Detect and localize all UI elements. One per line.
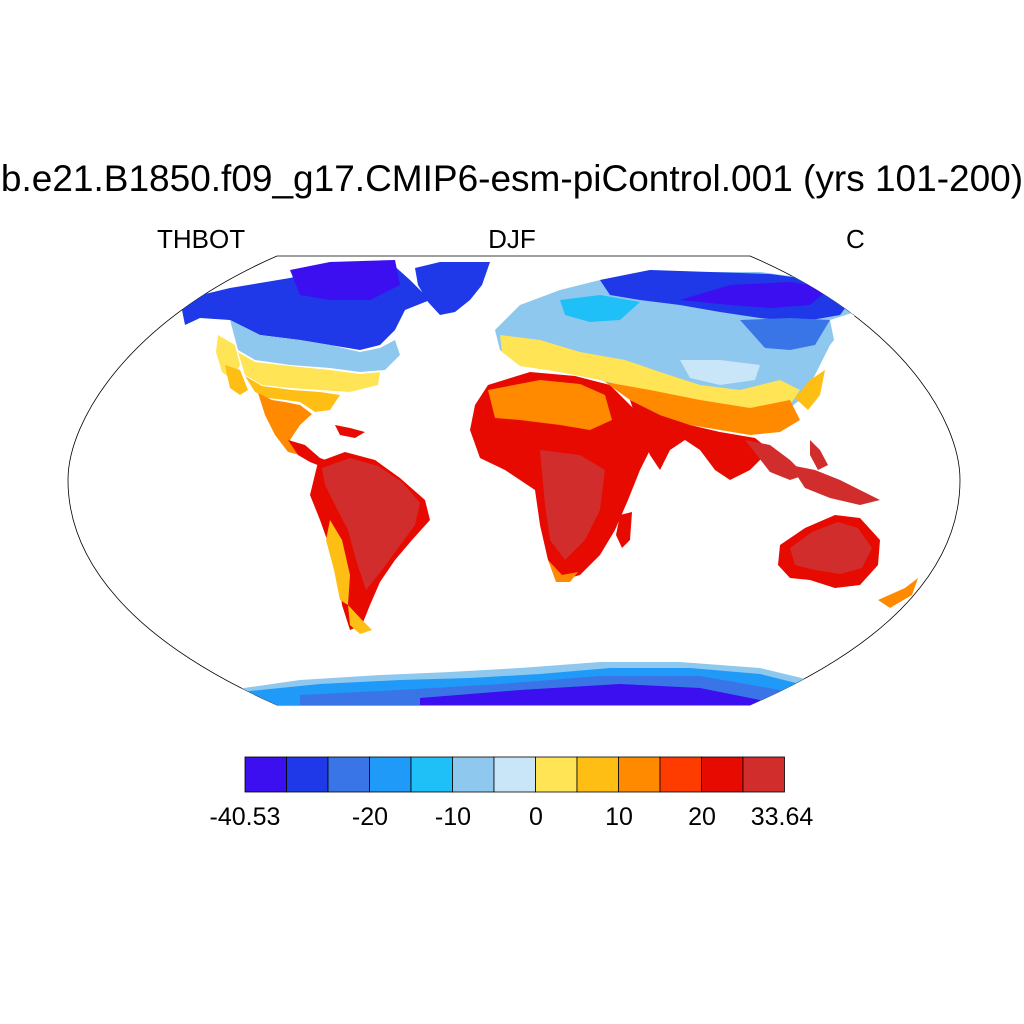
antarctica [220, 662, 830, 705]
colorbar-box [701, 756, 744, 793]
eurasia [495, 270, 860, 480]
colorbar-tick-label: 10 [605, 803, 633, 831]
colorbar-box [618, 756, 661, 793]
plot-title: b.e21.B1850.f09_g17.CMIP6-esm-piControl.… [0, 158, 1024, 199]
colorbar-box [369, 756, 412, 793]
africa [470, 372, 655, 582]
colorbar-box [410, 756, 453, 793]
season-label: DJF [488, 224, 536, 254]
greenland [415, 262, 490, 315]
colorbar-box [742, 756, 785, 793]
colorbar-box [327, 756, 370, 793]
colorbar-box [244, 756, 287, 793]
colorbar-boxes [244, 756, 785, 793]
colorbar-box [576, 756, 619, 793]
colorbar-tick-labels: -40.53 -20 -10 0 10 20 33.64 [210, 803, 814, 831]
south-america [310, 452, 430, 634]
colorbar-box [452, 756, 495, 793]
colorbar-box [493, 756, 536, 793]
maritime-asia [790, 440, 880, 505]
colorbar-box [535, 756, 578, 793]
colorbar-tick-label: -20 [352, 803, 388, 831]
units-label: C [846, 224, 865, 254]
colorbar-tick-label: -40.53 [210, 803, 281, 831]
colorbar-tick-label: 20 [688, 803, 716, 831]
australia [778, 515, 918, 608]
colorbar-box [659, 756, 702, 793]
north-america [180, 260, 430, 470]
colorbar-tick-label: -10 [435, 803, 471, 831]
colorbar-box [286, 756, 329, 793]
variable-label: THBOT [157, 224, 246, 254]
colorbar-tick-label: 33.64 [751, 803, 814, 831]
colorbar-tick-label: 0 [529, 803, 543, 831]
